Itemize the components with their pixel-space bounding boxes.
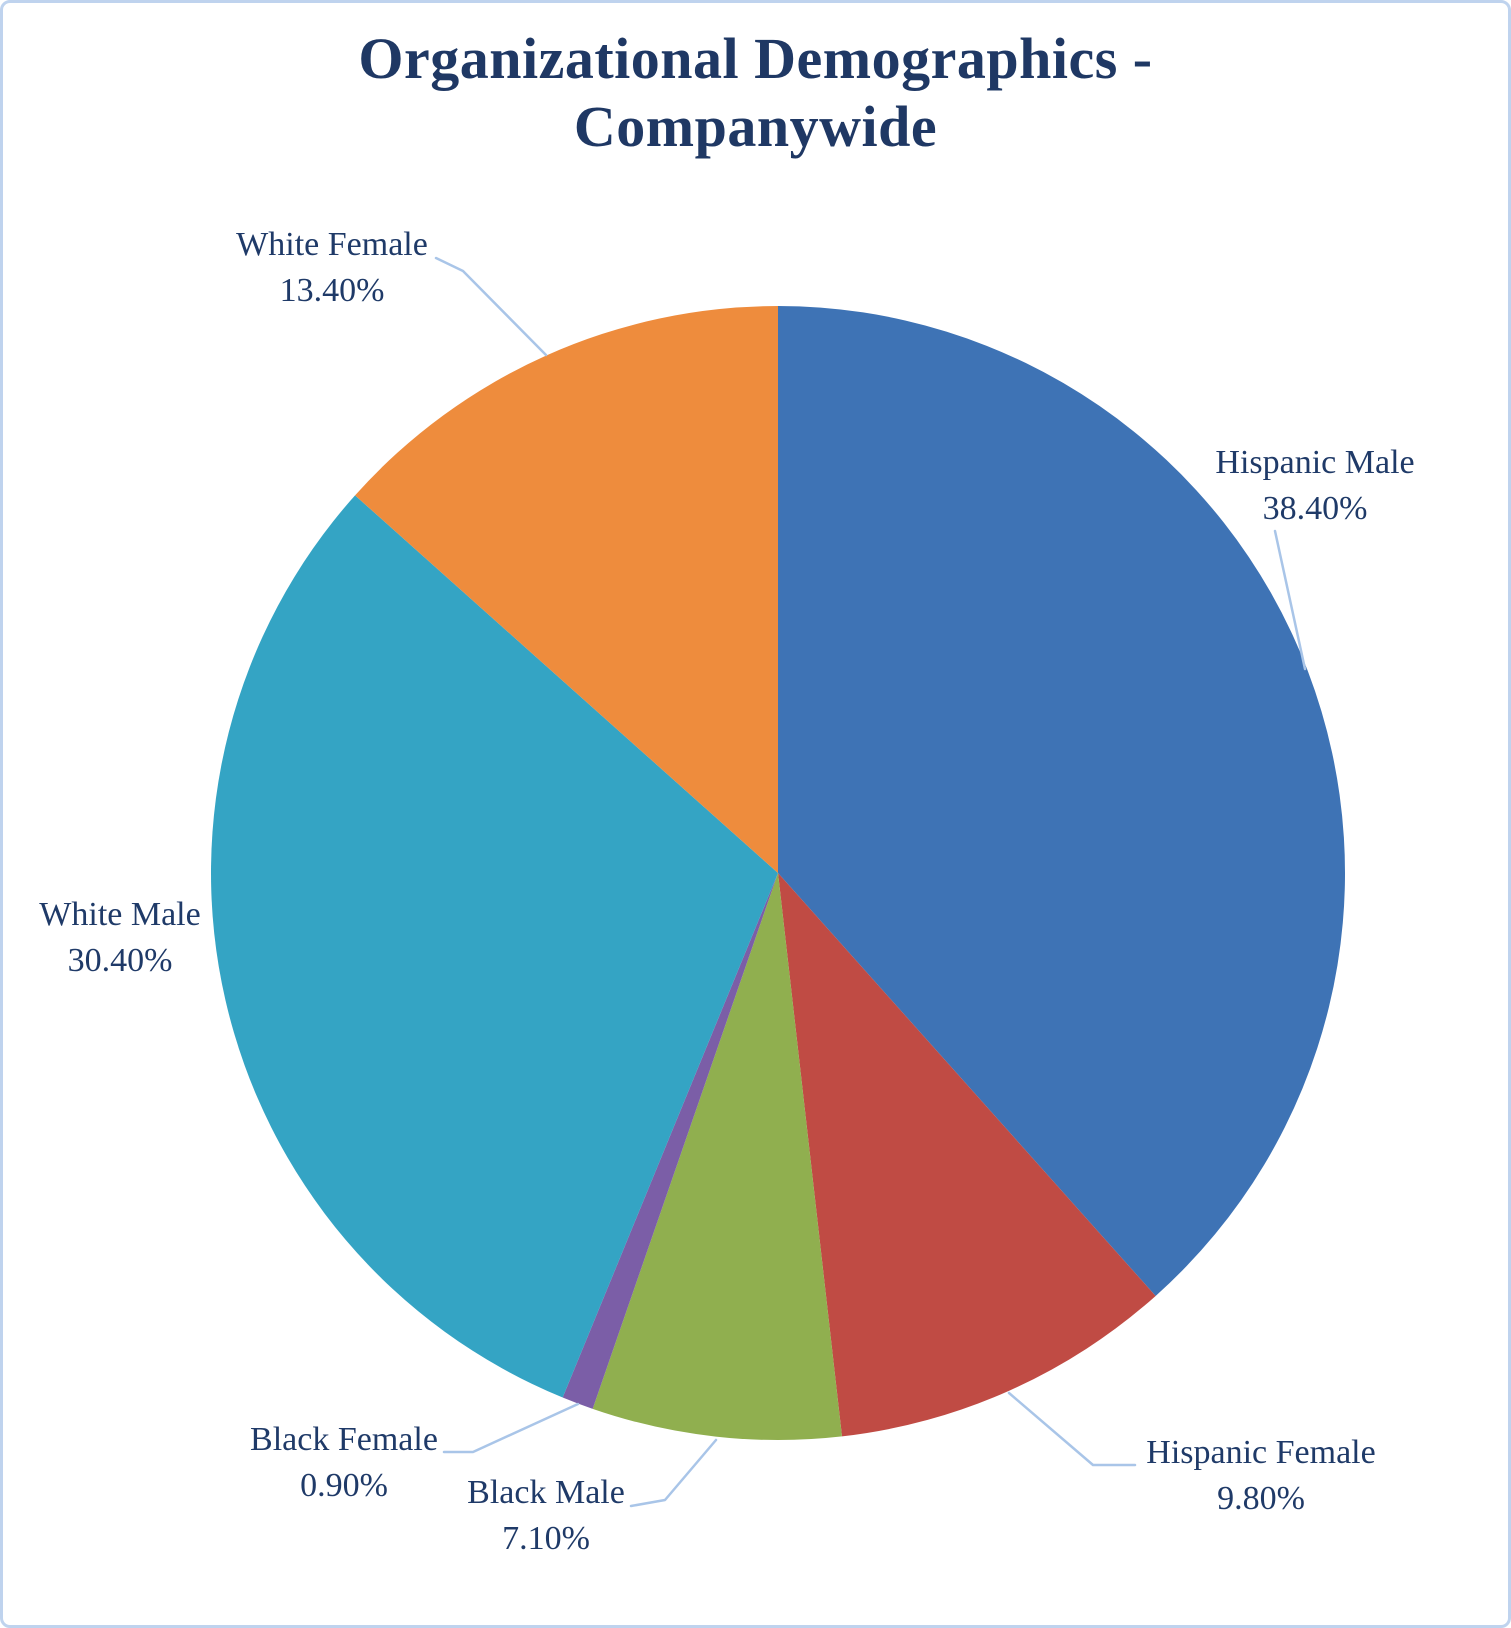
pie-slice-white-male[interactable] [210,495,779,1398]
slice-label-name: White Male [39,896,200,933]
slice-label-percent: 38.40% [1263,490,1368,527]
pie-slice-black-male[interactable] [592,873,842,1441]
slice-label-percent: 9.80% [1217,1480,1305,1517]
pie-slice-hispanic-male[interactable] [778,306,1346,1296]
slice-label-white-female: White Female 13.40% [236,226,428,309]
leader-line-hispanic-male [1273,529,1307,671]
page-title-line-2: Companywide [573,94,938,160]
slice-label-percent: 30.40% [68,942,173,979]
slice-label-white-male: White Male 30.40% [39,896,200,979]
slice-label-percent: 13.40% [280,272,385,309]
page-title: Organizational Demographics - Companywid… [3,25,1508,162]
slice-label-percent: 0.90% [300,1467,388,1504]
slice-label-name: Hispanic Male [1215,444,1414,481]
leader-line-hispanic-female [1007,1391,1137,1467]
pie-slice-hispanic-female[interactable] [778,873,1156,1437]
slice-label-name: White Female [236,226,428,263]
slice-label-name: Black Male [467,1474,625,1511]
page-title-line-1: Organizational Demographics - [358,26,1153,91]
pie-slice-white-female[interactable] [355,306,778,873]
demographics-pie-chart: Hispanic Male 38.40% Hispanic Female 9.80% B… [39,226,1414,1557]
slice-label-percent: 7.10% [502,1520,590,1557]
slice-label-name: Black Female [250,1421,438,1458]
leader-line-white-female [434,256,548,357]
slice-label-hispanic-male: Hispanic Male 38.40% [1215,444,1414,527]
leader-line-black-female [442,1402,580,1454]
leader-line-black-male [629,1438,718,1508]
slice-label-black-female: Black Female 0.90% [250,1421,438,1504]
slice-label-name: Hispanic Female [1146,1434,1375,1471]
slice-label-black-male: Black Male 7.10% [467,1474,625,1557]
pie-slice-black-female[interactable] [562,873,778,1409]
slice-label-hispanic-female: Hispanic Female 9.80% [1146,1434,1375,1517]
